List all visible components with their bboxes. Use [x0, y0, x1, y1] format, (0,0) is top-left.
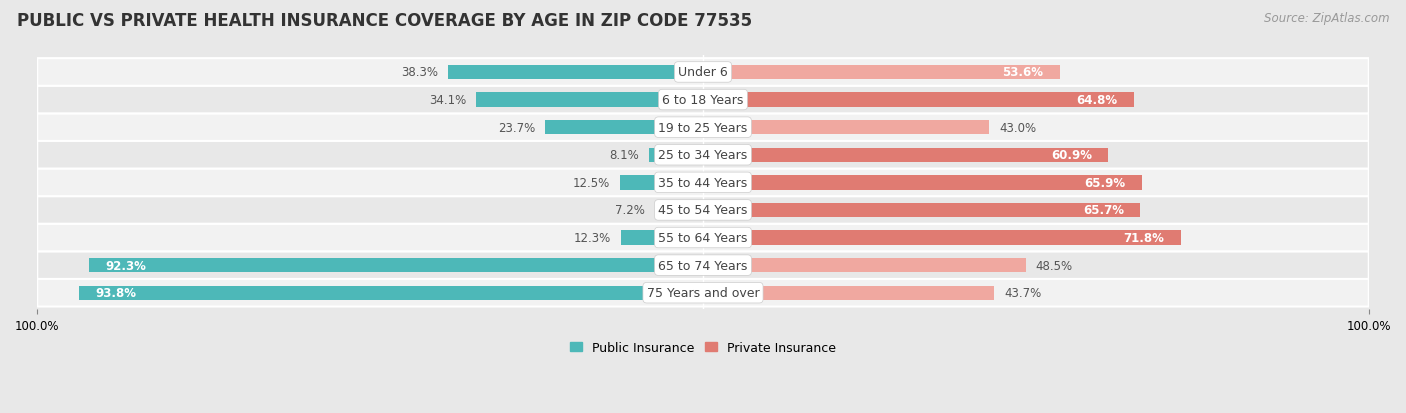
- Text: 6 to 18 Years: 6 to 18 Years: [662, 94, 744, 107]
- FancyBboxPatch shape: [37, 142, 1369, 169]
- Text: Source: ZipAtlas.com: Source: ZipAtlas.com: [1264, 12, 1389, 25]
- Text: 45 to 54 Years: 45 to 54 Years: [658, 204, 748, 217]
- Text: 53.6%: 53.6%: [1002, 66, 1043, 79]
- Bar: [620, 176, 703, 190]
- Bar: [621, 231, 703, 245]
- FancyBboxPatch shape: [37, 169, 1369, 197]
- Bar: [655, 203, 703, 218]
- Text: 12.5%: 12.5%: [572, 176, 610, 190]
- Bar: [703, 148, 1108, 163]
- Bar: [703, 286, 994, 300]
- Text: 25 to 34 Years: 25 to 34 Years: [658, 149, 748, 162]
- Text: 8.1%: 8.1%: [609, 149, 640, 162]
- Text: 65.7%: 65.7%: [1083, 204, 1123, 217]
- FancyBboxPatch shape: [37, 252, 1369, 279]
- Bar: [449, 66, 703, 80]
- FancyBboxPatch shape: [37, 114, 1369, 142]
- FancyBboxPatch shape: [37, 279, 1369, 307]
- Bar: [546, 121, 703, 135]
- Text: 92.3%: 92.3%: [105, 259, 146, 272]
- Bar: [703, 121, 990, 135]
- Bar: [703, 231, 1181, 245]
- Text: 23.7%: 23.7%: [498, 121, 536, 134]
- Bar: [703, 66, 1060, 80]
- Text: 38.3%: 38.3%: [401, 66, 439, 79]
- Text: PUBLIC VS PRIVATE HEALTH INSURANCE COVERAGE BY AGE IN ZIP CODE 77535: PUBLIC VS PRIVATE HEALTH INSURANCE COVER…: [17, 12, 752, 30]
- Text: 93.8%: 93.8%: [96, 287, 136, 299]
- Text: 75 Years and over: 75 Years and over: [647, 287, 759, 299]
- Bar: [650, 148, 703, 163]
- FancyBboxPatch shape: [37, 224, 1369, 252]
- Text: 55 to 64 Years: 55 to 64 Years: [658, 231, 748, 244]
- Text: Under 6: Under 6: [678, 66, 728, 79]
- Legend: Public Insurance, Private Insurance: Public Insurance, Private Insurance: [565, 336, 841, 359]
- Text: 34.1%: 34.1%: [429, 94, 465, 107]
- Text: 65 to 74 Years: 65 to 74 Years: [658, 259, 748, 272]
- Text: 65.9%: 65.9%: [1084, 176, 1125, 190]
- Text: 35 to 44 Years: 35 to 44 Years: [658, 176, 748, 190]
- Text: 12.3%: 12.3%: [574, 231, 612, 244]
- Bar: [703, 258, 1026, 273]
- Bar: [703, 93, 1135, 107]
- FancyBboxPatch shape: [37, 197, 1369, 224]
- FancyBboxPatch shape: [37, 87, 1369, 114]
- Text: 43.0%: 43.0%: [1000, 121, 1036, 134]
- Text: 64.8%: 64.8%: [1077, 94, 1118, 107]
- Text: 71.8%: 71.8%: [1123, 231, 1164, 244]
- Text: 43.7%: 43.7%: [1004, 287, 1042, 299]
- Bar: [703, 176, 1142, 190]
- Text: 60.9%: 60.9%: [1050, 149, 1092, 162]
- Bar: [477, 93, 703, 107]
- FancyBboxPatch shape: [37, 59, 1369, 87]
- Bar: [79, 286, 703, 300]
- Text: 48.5%: 48.5%: [1036, 259, 1073, 272]
- Bar: [89, 258, 703, 273]
- Text: 7.2%: 7.2%: [616, 204, 645, 217]
- Bar: [703, 203, 1140, 218]
- Text: 19 to 25 Years: 19 to 25 Years: [658, 121, 748, 134]
